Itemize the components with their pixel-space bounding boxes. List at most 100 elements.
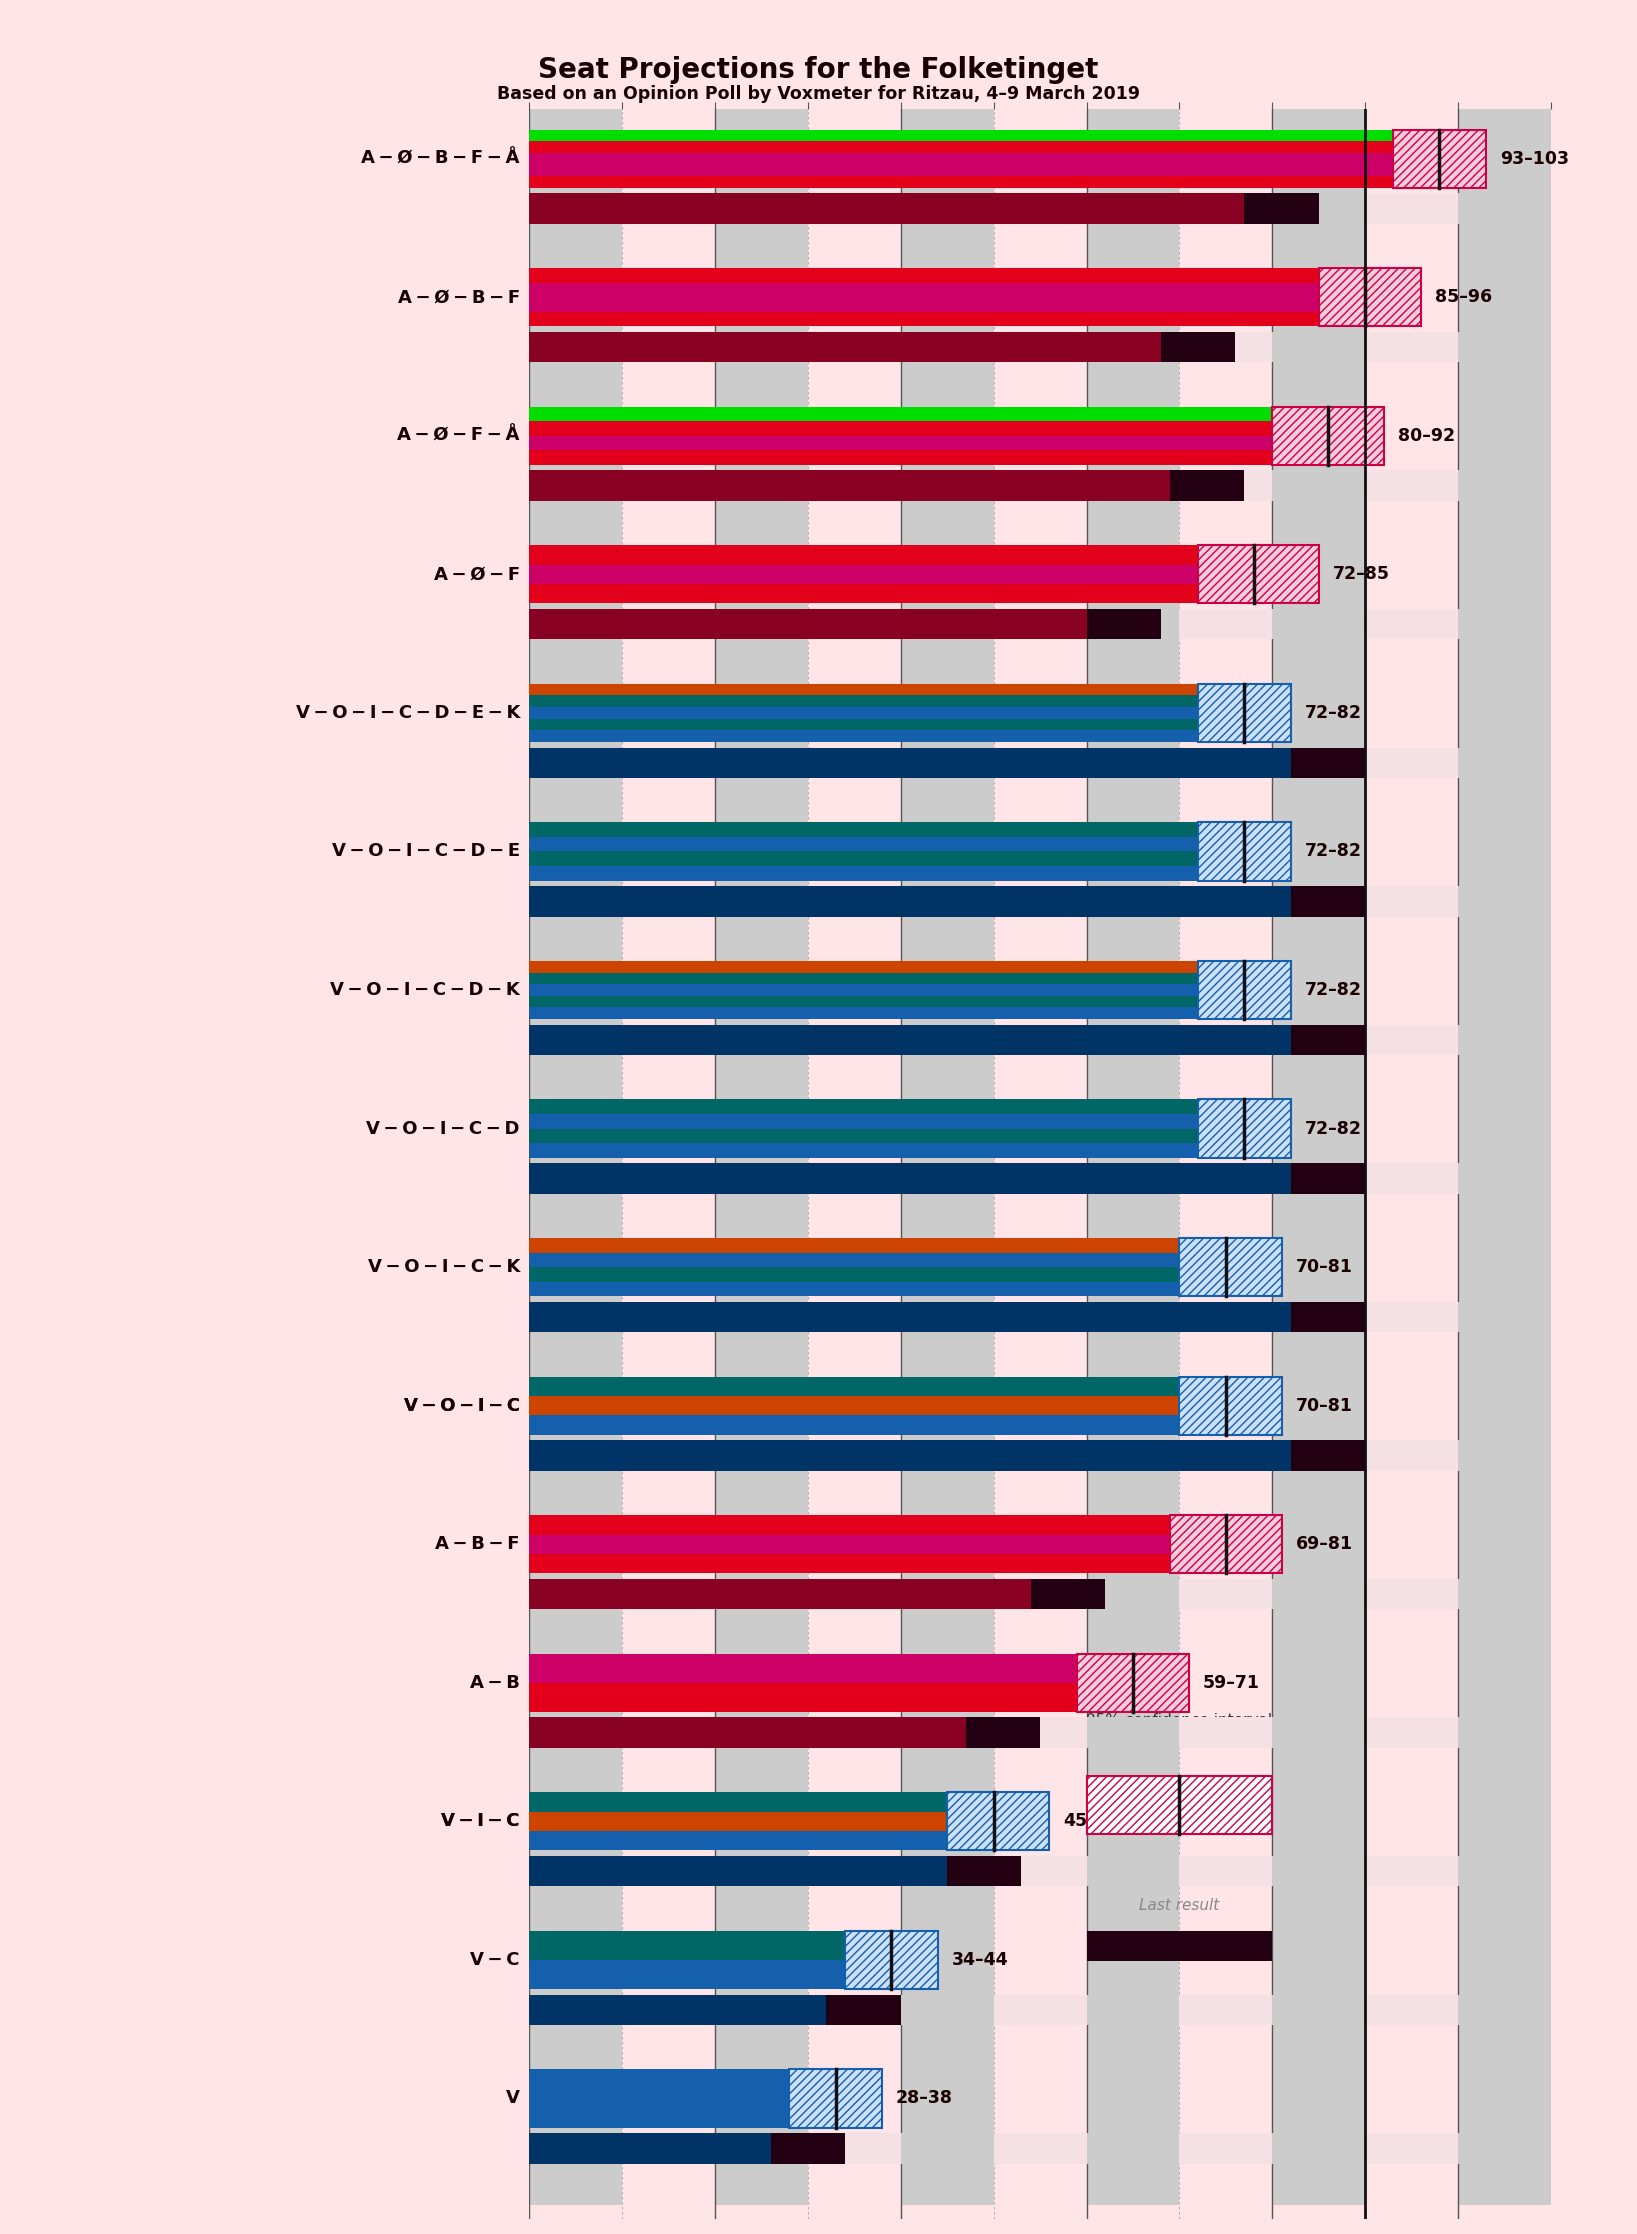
Text: 90: 90 — [1305, 1171, 1324, 1186]
Bar — [622, 1995, 715, 2024]
Bar — [529, 297, 1319, 313]
Bar — [1179, 471, 1272, 500]
Bar — [1179, 610, 1272, 639]
Bar — [529, 1718, 1039, 1747]
Bar — [529, 194, 1550, 223]
Bar — [1365, 1302, 1459, 1331]
Bar — [1292, 887, 1365, 916]
Text: A − Ø − F − Å: A − Ø − F − Å — [398, 427, 521, 445]
Bar — [529, 152, 1393, 165]
Bar — [529, 1579, 1550, 1608]
Bar — [529, 1930, 845, 1959]
Bar — [994, 471, 1087, 500]
Text: 85: 85 — [1499, 201, 1519, 217]
Bar — [529, 1682, 1077, 1711]
Bar — [1550, 610, 1637, 639]
Bar — [622, 1856, 715, 1885]
Bar — [529, 1579, 1105, 1608]
Bar — [529, 1115, 1198, 1128]
Bar — [529, 1238, 1179, 1253]
Bar — [807, 1856, 900, 1885]
Text: V − C: V − C — [470, 1950, 521, 1968]
Bar — [994, 194, 1087, 223]
Text: 72–82: 72–82 — [1305, 981, 1362, 999]
Bar — [529, 333, 1550, 362]
Bar — [807, 887, 900, 916]
Bar — [529, 851, 1198, 867]
Bar — [529, 1555, 1170, 1573]
Text: 90: 90 — [1305, 1032, 1324, 1048]
Bar — [529, 610, 1550, 639]
Bar — [994, 1302, 1087, 1331]
Bar — [1087, 610, 1161, 639]
Bar — [1365, 1718, 1459, 1747]
Bar — [1179, 887, 1272, 916]
Text: V − I − C: V − I − C — [442, 1812, 521, 1830]
Bar — [622, 1025, 715, 1054]
Bar — [529, 333, 1236, 362]
Text: 76: 76 — [1436, 340, 1454, 355]
Bar — [529, 313, 1319, 326]
Bar — [1179, 1579, 1272, 1608]
Bar — [994, 1441, 1087, 1470]
Bar — [1179, 1995, 1272, 2024]
Bar — [529, 194, 1319, 223]
Text: 90: 90 — [1305, 755, 1324, 771]
Bar — [529, 684, 1198, 695]
Bar — [994, 887, 1087, 916]
Bar — [529, 1856, 1550, 1885]
Text: 70–81: 70–81 — [1295, 1258, 1352, 1276]
Bar — [994, 1164, 1087, 1193]
Bar — [807, 2133, 900, 2163]
Bar — [529, 1856, 1021, 1885]
Bar — [1244, 194, 1319, 223]
Bar — [1272, 94, 1365, 2205]
Bar — [529, 1535, 1170, 1555]
Bar — [529, 1396, 1179, 1416]
Bar — [807, 194, 900, 223]
Bar — [529, 545, 1198, 565]
Bar — [1179, 2133, 1272, 2163]
Bar — [1292, 1302, 1365, 1331]
Bar — [529, 471, 1550, 500]
Bar — [529, 887, 1550, 916]
Text: 69–81: 69–81 — [1295, 1535, 1352, 1553]
Text: A − Ø − B − F − Å: A − Ø − B − F − Å — [362, 150, 521, 168]
Text: 59–71: 59–71 — [1203, 1673, 1259, 1691]
Bar — [1550, 1164, 1637, 1193]
Bar — [529, 1718, 1550, 1747]
Bar — [622, 2133, 715, 2163]
Bar — [529, 867, 1198, 880]
Bar — [807, 1579, 900, 1608]
Bar — [529, 748, 1365, 777]
Bar — [529, 1144, 1198, 1157]
Bar — [994, 1856, 1087, 1885]
Text: 70–81: 70–81 — [1295, 1396, 1352, 1414]
Text: V: V — [506, 2089, 521, 2107]
Bar — [622, 1302, 715, 1331]
Bar — [1365, 2133, 1459, 2163]
Bar — [529, 1302, 1365, 1331]
Text: A − Ø − B − F: A − Ø − B − F — [398, 288, 521, 306]
Text: V − O − I − C − D − E: V − O − I − C − D − E — [332, 842, 521, 860]
Bar — [529, 284, 1319, 297]
Text: 72–82: 72–82 — [1305, 1119, 1362, 1137]
Bar — [529, 961, 1198, 972]
Bar — [1365, 1441, 1459, 1470]
Bar — [807, 1302, 900, 1331]
Bar — [807, 1164, 900, 1193]
Bar — [1077, 1653, 1188, 1711]
Bar — [1170, 471, 1244, 500]
Bar — [1550, 1579, 1637, 1608]
Bar — [1272, 407, 1383, 465]
Text: 77: 77 — [1398, 478, 1418, 494]
Bar — [845, 1930, 938, 1988]
Bar — [529, 1376, 1179, 1396]
Bar — [529, 610, 1161, 639]
Bar — [1198, 684, 1292, 742]
Bar — [1365, 471, 1459, 500]
Bar — [1365, 333, 1459, 362]
Bar — [529, 1832, 948, 1850]
Text: 80–92: 80–92 — [1398, 427, 1455, 445]
Bar — [529, 1164, 1550, 1193]
